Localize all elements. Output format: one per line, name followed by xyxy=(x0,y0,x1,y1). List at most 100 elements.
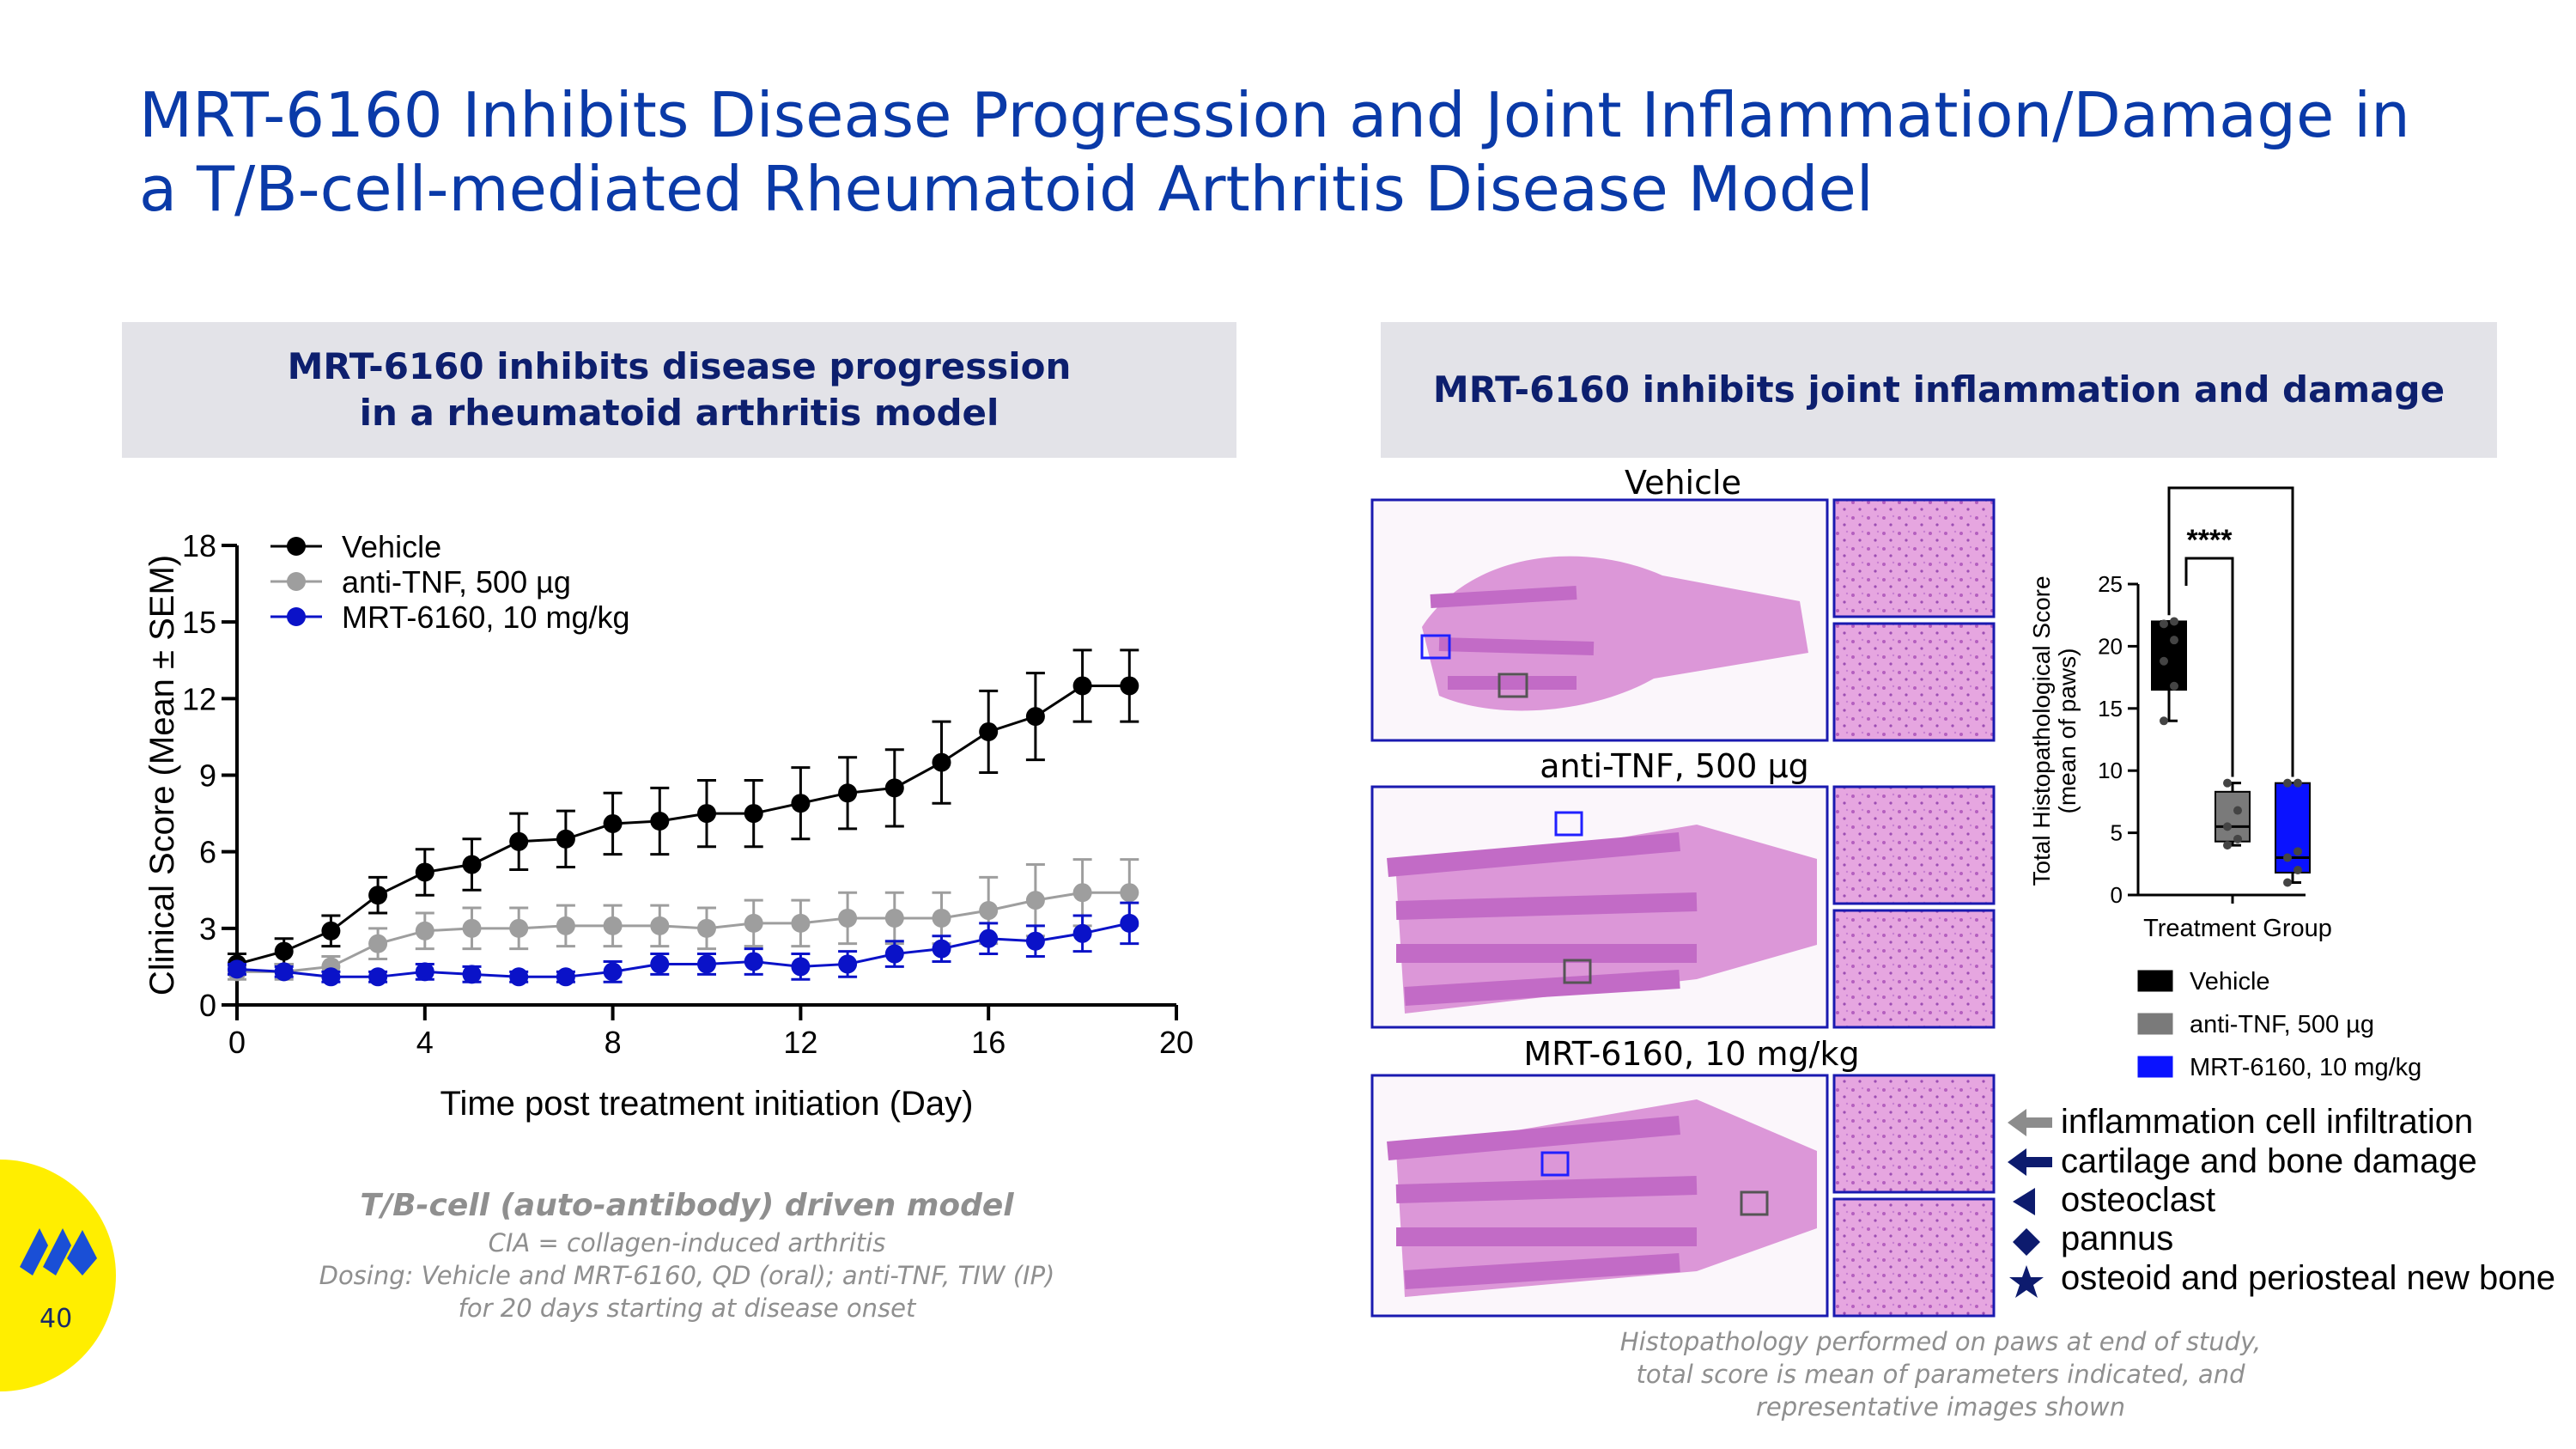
data-point xyxy=(884,944,904,964)
box-point xyxy=(2233,806,2242,815)
data-point xyxy=(744,804,763,824)
page-title-line-1: MRT-6160 Inhibits Disease Progression an… xyxy=(139,79,2410,151)
data-point xyxy=(979,901,999,921)
data-point xyxy=(744,952,763,971)
data-point xyxy=(838,783,858,803)
data-point xyxy=(650,916,670,935)
data-point xyxy=(415,921,434,941)
legend-label: anti-TNF, 500 µg xyxy=(342,564,571,600)
x-tick-label: 16 xyxy=(971,1025,1005,1060)
data-point xyxy=(603,962,623,982)
company-logo-icon xyxy=(20,1228,97,1275)
anti-tnf-zoom-images xyxy=(1832,785,1996,1029)
data-point xyxy=(368,934,388,953)
data-point xyxy=(603,916,623,935)
box-point xyxy=(2160,619,2168,629)
x-axis-label: Treatment Group xyxy=(2143,915,2332,942)
data-point xyxy=(744,913,763,933)
data-point xyxy=(932,752,951,772)
symbol-legend-label-5: osteoid and periosteal new bone xyxy=(2061,1259,2555,1297)
model-notes-line-1: CIA = collagen-induced arthritis xyxy=(488,1228,886,1257)
y-tick-label: 20 xyxy=(2098,633,2123,659)
navy-arrow-icon xyxy=(2008,1148,2052,1176)
symbol-legend-icons xyxy=(2008,1109,2052,1298)
legend-marker xyxy=(287,537,306,556)
box-point xyxy=(2223,778,2232,788)
box-point xyxy=(2160,656,2168,666)
legend-swatch xyxy=(2137,1013,2173,1035)
histology-footnote-line-3: representative images shown xyxy=(1755,1392,2126,1422)
data-point xyxy=(1025,891,1045,910)
legend-label: Vehicle xyxy=(2190,968,2270,995)
box-point xyxy=(2170,617,2178,626)
legend-swatch xyxy=(2137,970,2173,992)
star-icon xyxy=(2009,1265,2044,1298)
symbol-legend-label-1: inflammation cell infiltration xyxy=(2061,1103,2474,1141)
box-point xyxy=(2223,841,2232,850)
data-point xyxy=(791,957,811,977)
data-point xyxy=(884,778,904,798)
symbol-legend-label-3: osteoclast xyxy=(2061,1181,2216,1219)
x-tick-label: 20 xyxy=(1159,1025,1194,1060)
data-point xyxy=(1072,923,1092,943)
x-tick-label: 4 xyxy=(416,1025,434,1060)
anti-tnf-paw-image xyxy=(1370,785,1829,1029)
data-point xyxy=(274,941,294,961)
series-2 xyxy=(228,901,1139,987)
y-tick-label: 3 xyxy=(199,911,216,947)
data-point xyxy=(462,965,482,984)
mrt-paw-image xyxy=(1370,1074,1829,1318)
vehicle-paw-image xyxy=(1370,498,1829,742)
left-banner-line-2: in a rheumatoid arthritis model xyxy=(359,392,999,434)
model-notes-line-2: Dosing: Vehicle and MRT-6160, QD (oral);… xyxy=(319,1261,1055,1290)
y-tick-label: 0 xyxy=(199,988,216,1023)
histology-footnote-line-2: total score is mean of parameters indica… xyxy=(1636,1360,2245,1389)
x-tick-label: 0 xyxy=(228,1025,246,1060)
data-point xyxy=(697,804,716,824)
data-point xyxy=(462,918,482,938)
data-point xyxy=(979,721,999,741)
data-point xyxy=(1072,883,1092,903)
box-point xyxy=(2170,636,2178,645)
data-point xyxy=(556,967,575,987)
box-point xyxy=(2283,778,2292,788)
y-tick-label: 15 xyxy=(2098,696,2123,721)
data-point xyxy=(603,813,623,833)
y-axis-label: Total Histopathological Score xyxy=(2028,575,2055,886)
data-point xyxy=(1072,676,1092,696)
data-point xyxy=(462,855,482,874)
data-point xyxy=(415,962,434,982)
data-point xyxy=(556,916,575,935)
data-point xyxy=(838,954,858,974)
histology-label-vehicle: Vehicle xyxy=(1625,464,1741,502)
data-point xyxy=(274,962,294,982)
right-banner-text: MRT-6160 inhibits joint inflammation and… xyxy=(1432,368,2445,411)
data-point xyxy=(368,967,388,987)
legend-marker xyxy=(287,607,306,626)
mrt-zoom-images xyxy=(1832,1074,1996,1318)
data-point xyxy=(979,928,999,948)
y-tick-label: 12 xyxy=(182,681,216,716)
legend-swatch xyxy=(2137,1056,2173,1078)
y-tick-label: 10 xyxy=(2098,758,2123,783)
box-group-1 xyxy=(2215,778,2251,850)
box-point xyxy=(2293,778,2302,788)
data-point xyxy=(650,812,670,831)
x-tick-label: 12 xyxy=(783,1025,817,1060)
right-section-banner: MRT-6160 inhibits joint inflammation and… xyxy=(1381,322,2497,458)
box xyxy=(2275,782,2311,874)
model-notes: T/B-cell (auto-antibody) driven model CI… xyxy=(258,1185,1116,1324)
y-tick-label: 18 xyxy=(182,528,216,563)
data-point xyxy=(368,886,388,905)
box xyxy=(2151,620,2187,691)
box-point xyxy=(2283,853,2292,862)
page-number: 40 xyxy=(39,1304,73,1334)
data-point xyxy=(932,908,951,928)
gray-arrow-icon xyxy=(2008,1109,2052,1136)
box-group-2 xyxy=(2275,778,2311,887)
data-point xyxy=(1120,913,1139,933)
x-axis-label: Time post treatment initiation (Day) xyxy=(440,1085,974,1123)
data-point xyxy=(697,918,716,938)
data-point xyxy=(791,794,811,813)
series-1 xyxy=(228,858,1139,982)
